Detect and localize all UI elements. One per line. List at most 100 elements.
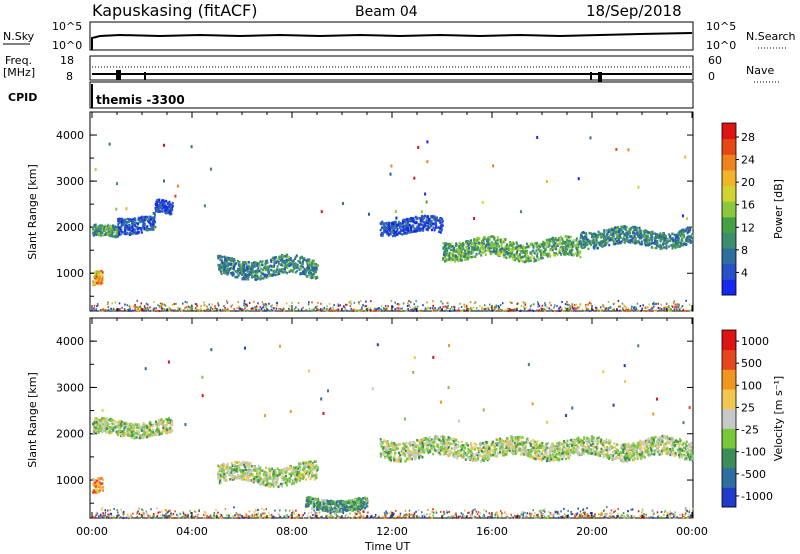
velocity-ytick-label: 2000 xyxy=(56,428,84,441)
velocity-echo-region xyxy=(92,476,104,495)
velocity-colorbar-tick: -25 xyxy=(741,424,759,437)
velocity-colorbar-swatch xyxy=(722,349,736,370)
velocity-colorbar-tick: 1000 xyxy=(741,335,769,348)
x-tick-label: 08:00 xyxy=(276,525,308,538)
power-ytick-label: 1000 xyxy=(56,267,84,280)
velocity-colorbar-tick: -1000 xyxy=(741,490,773,503)
freq-label-top: Freq. xyxy=(5,54,32,67)
nsearch-tick-bottom: 10^0 xyxy=(706,39,736,52)
cpid-value: themis -3300 xyxy=(96,93,185,107)
freq-label-unit: [MHz] xyxy=(3,66,35,79)
power-ylabel: Slant Range [km] xyxy=(26,164,39,260)
power-colorbar-tick: 8 xyxy=(741,244,748,257)
freq-tick-bottom: 8 xyxy=(66,70,73,83)
power-sparse-echoes xyxy=(94,135,689,221)
time-axis: 00:00 04:00 08:00 12:00 16:00 20:00 00:00 xyxy=(76,525,708,538)
x-tick-label: 04:00 xyxy=(176,525,208,538)
velocity-colorbar-tick: 100 xyxy=(741,379,762,392)
power-frame xyxy=(89,111,694,312)
power-panel: 1000 2000 3000 4000 Slant Range [km] 4 8 12 16 20… xyxy=(26,111,785,313)
power-colorbar-swatch xyxy=(722,201,736,218)
power-echo-region xyxy=(92,223,119,239)
power-echo-region xyxy=(579,225,694,251)
power-colorbar-tick: 16 xyxy=(741,199,755,212)
power-colorbar-tick: 4 xyxy=(741,266,748,279)
power-colorbar-tick: 12 xyxy=(741,221,755,234)
freq-tick-top: 18 xyxy=(60,54,74,67)
power-colorbar-swatch xyxy=(722,263,736,280)
power-colorbar-swatch xyxy=(722,123,736,140)
nsearch-label: N.Search xyxy=(746,30,796,43)
nsky-panel: N.Sky 10^5 10^0 N.Search 10^5 10^0 xyxy=(3,20,796,52)
velocity-colorbar-tick: 25 xyxy=(741,401,755,414)
nave-tick-bottom: 0 xyxy=(708,70,715,83)
velocity-colorbar-swatch xyxy=(722,448,736,469)
nave-label: Nave xyxy=(746,64,774,77)
power-echo-region xyxy=(92,269,104,287)
power-colorbar-swatch xyxy=(722,279,736,296)
nsky-trace xyxy=(91,32,693,50)
velocity-colorbar-swatch xyxy=(722,389,736,410)
nsky-tick-bottom: 10^0 xyxy=(52,39,82,52)
power-colorbar-swatch xyxy=(722,216,736,233)
nsky-label: N.Sky xyxy=(3,30,35,43)
velocity-near-range-echoes xyxy=(92,506,694,520)
x-tick-label: 00:00 xyxy=(676,525,708,538)
power-colorbar-tick: 20 xyxy=(741,176,755,189)
power-colorbar-swatch xyxy=(722,138,736,155)
power-colorbar-swatch xyxy=(722,154,736,171)
velocity-colorbar: 1000 500 100 25 -25 -100 -500 -1000 Velocity [m … xyxy=(721,329,785,508)
nave-tick-top: 60 xyxy=(708,54,722,67)
velocity-colorbar-label: Velocity [m s⁻¹] xyxy=(772,376,785,461)
velocity-sparse-echoes xyxy=(101,343,691,427)
x-tick-label: 12:00 xyxy=(376,525,408,538)
power-ytick-label: 2000 xyxy=(56,221,84,234)
velocity-ytick-label: 4000 xyxy=(56,335,84,348)
velocity-colorbar-tick: -100 xyxy=(741,446,766,459)
power-colorbar: 4 8 12 16 20 24 28 Power [dB] xyxy=(721,122,785,296)
date-title: 18/Sep/2018 xyxy=(586,2,682,20)
velocity-ytick-label: 3000 xyxy=(56,381,84,394)
velocity-colorbar-tick: -500 xyxy=(741,468,766,481)
x-tick-label: 16:00 xyxy=(476,525,508,538)
velocity-colorbar-swatch xyxy=(722,408,736,429)
velocity-echo-region xyxy=(217,460,319,489)
power-ytick-label: 3000 xyxy=(56,175,84,188)
beam-title: Beam 04 xyxy=(355,4,418,20)
power-echo-region xyxy=(154,198,174,216)
velocity-echo-region xyxy=(92,416,174,440)
power-colorbar-swatch xyxy=(722,232,736,249)
cpid-panel: CPID themis -3300 xyxy=(8,81,694,109)
velocity-colorbar-swatch xyxy=(722,428,736,449)
freq-panel: Freq. [MHz] 18 8 60 0 Nave xyxy=(3,54,780,83)
x-axis-label: Time UT xyxy=(364,540,410,553)
cpid-label: CPID xyxy=(8,91,37,104)
power-colorbar-tick: 28 xyxy=(741,131,755,144)
x-tick-label: 20:00 xyxy=(576,525,608,538)
power-echo-region xyxy=(442,235,582,264)
power-colorbar-tick: 24 xyxy=(741,154,755,167)
velocity-ytick-label: 1000 xyxy=(56,474,84,487)
velocity-colorbar-swatch xyxy=(722,369,736,390)
power-colorbar-swatch xyxy=(722,248,736,265)
power-colorbar-label: Power [dB] xyxy=(772,179,785,239)
power-ytick-label: 4000 xyxy=(56,129,84,142)
power-echo-region xyxy=(117,212,157,237)
velocity-echo-region xyxy=(379,434,694,463)
station-title: Kapuskasing (fitACF) xyxy=(92,1,257,20)
velocity-colorbar-tick: 500 xyxy=(741,357,762,370)
power-echo-region xyxy=(217,253,319,282)
power-echo-region xyxy=(379,214,444,238)
power-near-range-echoes xyxy=(93,299,692,313)
x-tick-label: 00:00 xyxy=(76,525,108,538)
nsearch-tick-top: 10^5 xyxy=(706,20,736,33)
velocity-colorbar-swatch xyxy=(722,330,736,351)
velocity-frame xyxy=(89,317,694,519)
power-colorbar-swatch xyxy=(722,169,736,187)
velocity-echo-region xyxy=(304,496,369,514)
power-colorbar-swatch xyxy=(722,185,736,202)
nsky-tick-top: 10^5 xyxy=(52,20,82,33)
velocity-colorbar-swatch xyxy=(722,467,736,488)
